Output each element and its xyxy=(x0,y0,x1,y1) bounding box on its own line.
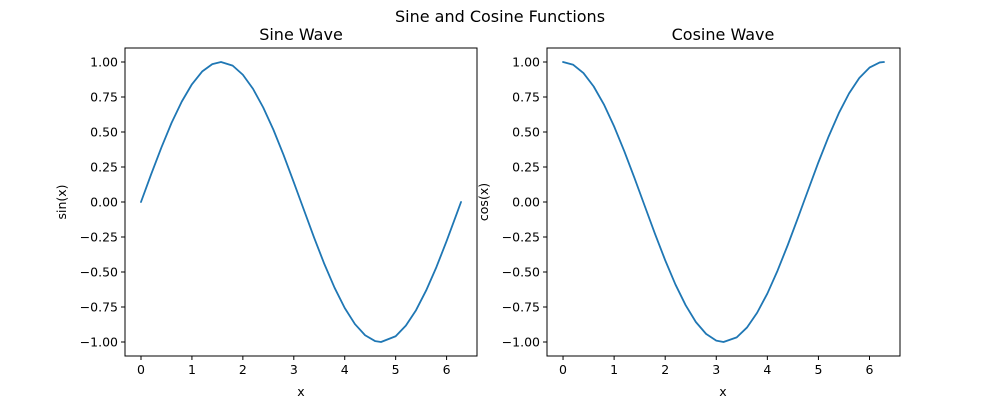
cosine-y-tick-label: 1.00 xyxy=(512,55,540,70)
sine-x-tick-label: 0 xyxy=(137,362,145,377)
cosine-y-tick-label: −1.00 xyxy=(502,335,540,350)
sine-x-tick-label: 1 xyxy=(188,362,196,377)
cosine-x-tick-label: 0 xyxy=(559,362,567,377)
sine-y-tick-label: −1.00 xyxy=(80,335,118,350)
cosine-y-tick-label: 0.00 xyxy=(512,195,540,210)
cosine-y-tick-label: 0.50 xyxy=(512,125,540,140)
sine-x-tick-label: 4 xyxy=(341,362,349,377)
sine-y-tick-label: 0.00 xyxy=(90,195,118,210)
sine-subplot: Sine Wave x sin(x) 0 1 2 3 4 5 6 −1.00 −0.75 −0.5… xyxy=(54,25,478,399)
sine-y-tick-label: −0.75 xyxy=(80,300,118,315)
cosine-x-axis-label: x xyxy=(719,384,726,399)
cosine-x-tick-label: 4 xyxy=(763,362,771,377)
cosine-y-tick-label: 0.75 xyxy=(512,90,540,105)
cosine-x-tick-label: 2 xyxy=(661,362,669,377)
cosine-series-line xyxy=(562,61,885,343)
sine-x-tick-label: 3 xyxy=(290,362,298,377)
sine-x-tick-label: 2 xyxy=(239,362,247,377)
cosine-y-tick-label: −0.50 xyxy=(502,265,540,280)
sine-y-tick-label: −0.50 xyxy=(80,265,118,280)
cosine-y-tick-label: 0.25 xyxy=(512,160,540,175)
cosine-y-axis-label: cos(x) xyxy=(476,183,491,221)
sine-series-line xyxy=(140,61,462,343)
cosine-axes-frame xyxy=(546,47,901,357)
sine-x-axis-label: x xyxy=(297,384,304,399)
cosine-x-tick-label: 5 xyxy=(814,362,822,377)
cosine-x-tick-label: 1 xyxy=(610,362,618,377)
sine-y-tick-label: 0.50 xyxy=(90,125,118,140)
sine-x-tick-label: 5 xyxy=(392,362,400,377)
cosine-y-tick-label: −0.75 xyxy=(502,300,540,315)
cosine-y-tick-label: −0.25 xyxy=(502,230,540,245)
cosine-x-tick-label: 3 xyxy=(712,362,720,377)
cosine-subplot: Cosine Wave x cos(x) 0 1 2 3 4 5 6 −1.00 −0.75 −0… xyxy=(476,25,901,399)
sine-y-tick-label: 0.75 xyxy=(90,90,118,105)
sine-y-axis-label: sin(x) xyxy=(54,184,69,219)
figure-title: Sine and Cosine Functions xyxy=(395,7,605,26)
cosine-x-tick-label: 6 xyxy=(866,362,874,377)
sine-y-tick-label: 1.00 xyxy=(90,55,118,70)
sine-y-tick-label: −0.25 xyxy=(80,230,118,245)
cosine-subplot-title: Cosine Wave xyxy=(672,25,775,44)
sine-y-tick-label: 0.25 xyxy=(90,160,118,175)
sine-subplot-title: Sine Wave xyxy=(259,25,343,44)
sine-x-tick-label: 6 xyxy=(443,362,451,377)
